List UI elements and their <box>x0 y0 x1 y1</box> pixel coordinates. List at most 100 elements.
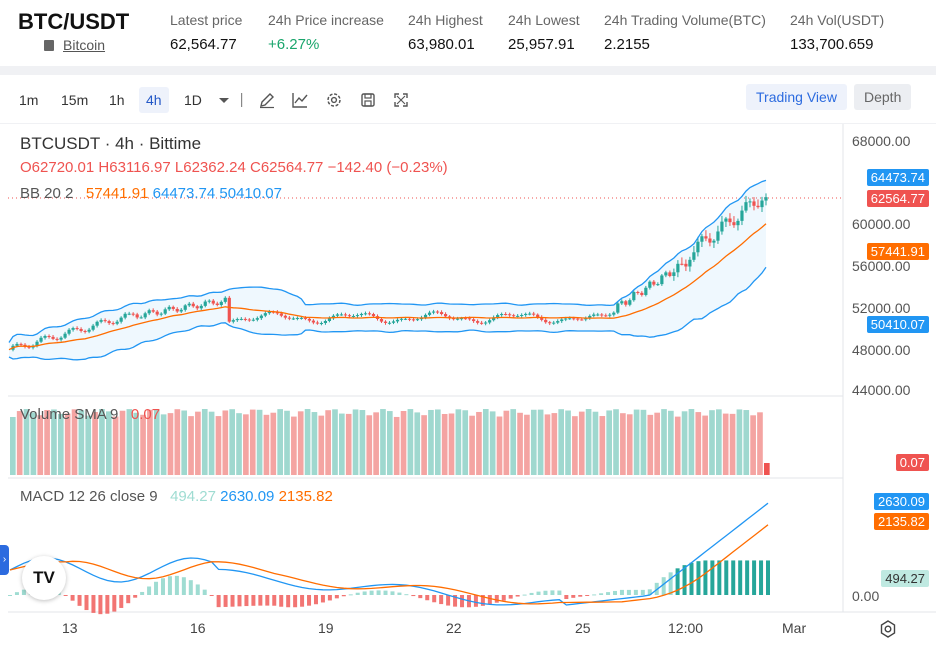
candle-body <box>367 313 372 315</box>
candle-body <box>43 335 47 338</box>
volume-bar <box>387 411 393 475</box>
volume-bar <box>181 410 188 475</box>
volume-bar <box>85 415 92 475</box>
volume-legend[interactable]: Volume SMA 9 0.07 <box>20 406 160 423</box>
macd-hist-bar <box>77 595 82 606</box>
macd-hist-bar <box>98 595 103 615</box>
bb-basis-value: 57441.91 <box>85 185 149 202</box>
candle-body <box>327 318 332 322</box>
ohlc-low-label: L <box>174 159 184 176</box>
volume-bar <box>592 411 599 475</box>
candle-body <box>227 297 231 322</box>
macd-hist-bar <box>432 595 437 603</box>
volume-bar <box>599 416 606 475</box>
macd-hist-bar <box>84 595 89 611</box>
timeframe-4h[interactable]: 4h <box>139 87 169 113</box>
chart-area[interactable] <box>0 124 936 654</box>
macd-hist-bar <box>606 592 611 595</box>
macd-hist-bar <box>195 584 200 595</box>
candle-body <box>528 313 532 315</box>
macd-legend[interactable]: MACD 12 26 close 9 494.27 2630.09 2135.8… <box>20 488 333 505</box>
candle-body <box>468 318 472 320</box>
macd-hist-bar <box>515 595 520 597</box>
volume-bar <box>757 412 763 475</box>
candle-body <box>183 305 187 310</box>
settings-gear-icon[interactable] <box>878 619 898 639</box>
macd-hist-bar <box>14 592 19 595</box>
candle-body <box>676 263 680 273</box>
chart-toolbar: 1m 15m 1h 4h 1D Trading View Depth <box>0 75 936 123</box>
volume-bar <box>434 409 441 475</box>
save-icon[interactable] <box>359 91 377 109</box>
volume-bar <box>729 413 736 475</box>
candle-body <box>95 321 99 326</box>
candle-body <box>379 319 384 322</box>
trading-view-tab[interactable]: Trading View <box>746 84 847 110</box>
volume-bar <box>277 409 283 475</box>
macd-hist-bar <box>251 595 256 606</box>
macd-hist-bar <box>105 595 110 614</box>
coin-link[interactable]: Bitcoin <box>63 37 106 53</box>
macd-signal-value: 2135.82 <box>278 488 333 505</box>
candle-body <box>255 318 259 320</box>
stat-volume-btc: 24h Trading Volume(BTC) 2.2155 <box>604 12 766 53</box>
candle-body <box>464 318 468 320</box>
timeframe-1m[interactable]: 1m <box>19 92 39 108</box>
candle-body <box>207 300 211 302</box>
candle-body <box>323 321 328 324</box>
volume-bar <box>318 415 325 475</box>
volume-bar <box>544 414 551 475</box>
timeframe-1d[interactable]: 1D <box>184 92 202 108</box>
candle-body <box>592 314 596 316</box>
candle-body <box>680 263 684 265</box>
macd-hist-bar <box>300 595 305 607</box>
candle-body <box>496 315 500 318</box>
bb-basis-line <box>8 223 767 351</box>
fullscreen-icon[interactable] <box>392 91 410 109</box>
volume-bar <box>112 416 119 475</box>
bb-lower-value: 50410.07 <box>219 185 282 202</box>
volume-bar <box>345 413 352 475</box>
candle-body <box>219 301 223 305</box>
volume-bar <box>489 411 496 475</box>
bb-legend[interactable]: BB 20 2 57441.91 64473.74 50410.07 <box>20 185 282 202</box>
volume-bar <box>496 416 503 475</box>
volume-bar <box>195 411 201 475</box>
volume-bar <box>339 413 345 475</box>
volume-bar <box>37 415 44 475</box>
candle-body <box>504 314 508 316</box>
macd-hist-bar <box>536 591 541 595</box>
line-chart-icon[interactable] <box>291 91 309 109</box>
candle-body <box>295 317 299 319</box>
volume-bar <box>78 410 85 475</box>
candle-body <box>55 338 59 340</box>
chevron-down-icon[interactable] <box>215 91 233 109</box>
timeframe-15m[interactable]: 15m <box>61 92 89 108</box>
depth-tab[interactable]: Depth <box>854 84 912 110</box>
gear-icon[interactable] <box>325 91 343 109</box>
macd-hist-bar <box>258 595 263 606</box>
macd-hist-bar <box>619 589 624 595</box>
macd-hist-bar <box>8 595 12 596</box>
candle-body <box>532 313 536 315</box>
pencil-icon[interactable] <box>258 91 276 109</box>
price-axis-label: 60000.00 <box>852 216 911 232</box>
volume-bar <box>572 416 578 475</box>
volume-bar <box>92 412 98 475</box>
macd-hist-bar <box>230 595 235 607</box>
candle-body <box>451 318 456 320</box>
volume-bar <box>153 409 160 475</box>
candle-body <box>311 320 316 323</box>
candle-body <box>624 301 628 305</box>
candle-body <box>520 314 524 316</box>
volume-bar <box>126 409 133 475</box>
timeframe-1h[interactable]: 1h <box>109 92 125 108</box>
macd-hist-bar <box>494 595 499 603</box>
volume-bar <box>585 409 592 475</box>
candle-body <box>159 313 163 315</box>
candle-body <box>720 221 724 232</box>
candle-body <box>740 210 744 221</box>
side-panel-toggle[interactable]: › <box>0 545 9 575</box>
macd-hist-bar <box>390 591 395 595</box>
